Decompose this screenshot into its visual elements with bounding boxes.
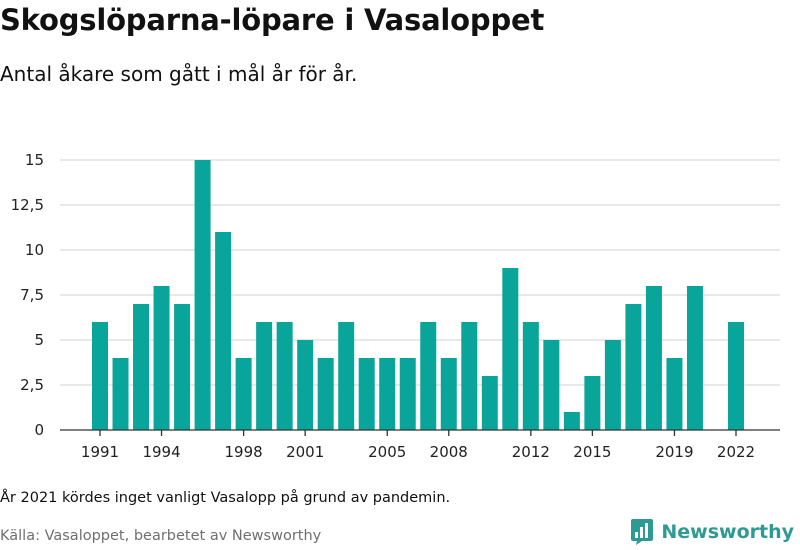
chart-subtitle: Antal åkare som gått i mål år för år.	[0, 62, 358, 86]
y-tick-label: 7,5	[20, 286, 44, 304]
bar-2018	[645, 286, 662, 430]
bar-1998	[235, 358, 252, 430]
bar-1997	[215, 232, 232, 430]
bar-1992	[112, 358, 129, 430]
x-tick-label: 1998	[225, 443, 263, 461]
bar-2016	[604, 340, 621, 430]
bar-2007	[420, 322, 437, 430]
x-tick-label: 2022	[717, 443, 755, 461]
bar-1995	[174, 304, 191, 430]
y-tick-label: 15	[25, 151, 44, 169]
tick-labels: 0 2,5 5 7,5 10 12,5 15 1991 1994 1998 2001 2005 2008…	[11, 151, 756, 461]
bar-2004	[358, 358, 375, 430]
bar-2012	[522, 322, 539, 430]
y-tick-label: 2,5	[20, 376, 44, 394]
bar-2008	[440, 358, 457, 430]
x-tick-label: 2008	[430, 443, 468, 461]
bar-2011	[502, 268, 519, 430]
bar-1993	[133, 304, 150, 430]
bar-1996	[194, 160, 211, 430]
y-tick-label: 10	[25, 241, 44, 259]
bar-2020	[686, 286, 703, 430]
bar-2014	[563, 412, 580, 430]
bar-1994	[153, 286, 170, 430]
newsworthy-brand-text: Newsworthy	[661, 521, 794, 543]
bar-2022	[728, 322, 744, 430]
x-tick-label: 2012	[512, 443, 550, 461]
bar-2013	[543, 340, 560, 430]
y-tick-label: 0	[34, 421, 44, 439]
x-tick-label: 1994	[142, 443, 180, 461]
x-tick-label: 1991	[81, 443, 119, 461]
x-tick-label: 2019	[655, 443, 693, 461]
x-tick-label: 2001	[286, 443, 324, 461]
bar-2005	[379, 358, 396, 430]
bar-2009	[461, 322, 478, 430]
bar-2001	[297, 340, 314, 430]
bar-2006	[399, 358, 416, 430]
bar-1991	[92, 322, 108, 430]
bar-1999	[256, 322, 273, 430]
x-tick-label: 2005	[368, 443, 406, 461]
newsworthy-logo: Newsworthy	[630, 518, 794, 546]
source-text: Källa: Vasaloppet, bearbetet av Newswort…	[0, 528, 322, 544]
y-tick-label: 5	[34, 331, 44, 349]
axes	[60, 429, 780, 436]
bar-2017	[625, 304, 642, 430]
chart-title: Skogslöparna-löpare i Vasaloppet	[0, 3, 545, 37]
bar-2010	[481, 376, 498, 430]
bar-2003	[338, 322, 355, 430]
bar-2000	[276, 322, 293, 430]
y-tick-label: 12,5	[11, 196, 44, 214]
bars	[92, 160, 744, 430]
bar-2002	[317, 358, 334, 430]
bar-2019	[666, 358, 683, 430]
bar-chart: 0 2,5 5 7,5 10 12,5 15 1991 1994 1998 2001 2005 2008…	[11, 151, 780, 461]
newsworthy-logo-icon	[631, 519, 654, 545]
x-tick-label: 2015	[573, 443, 611, 461]
footnote: År 2021 kördes inget vanligt Vasalopp på…	[0, 490, 451, 506]
bar-2015	[584, 376, 601, 430]
